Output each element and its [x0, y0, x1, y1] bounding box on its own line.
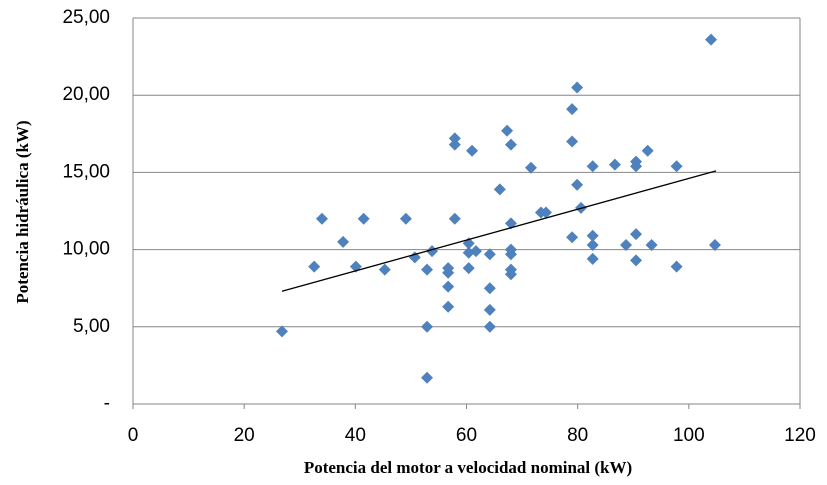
point	[442, 280, 455, 293]
point	[442, 266, 455, 279]
x-tick-label: 20	[234, 425, 255, 446]
point	[408, 251, 421, 264]
x-axis-title: Potencia del motor a velocidad nominal (…	[304, 458, 632, 477]
point	[571, 81, 584, 94]
point	[466, 144, 479, 157]
point	[421, 371, 434, 384]
point	[421, 320, 434, 333]
point	[630, 228, 643, 241]
point	[586, 160, 599, 173]
point	[645, 238, 658, 251]
y-tick-label: 15,00	[62, 161, 110, 182]
point	[670, 260, 683, 273]
y-tick-label: 20,00	[62, 84, 110, 105]
point	[421, 263, 434, 276]
point	[483, 303, 496, 316]
point	[275, 325, 288, 338]
point	[705, 33, 718, 46]
point	[670, 160, 683, 173]
point	[566, 135, 579, 148]
point	[501, 124, 514, 137]
point	[357, 212, 370, 225]
y-axis-title: Potencia hidráulica (kW)	[13, 120, 32, 303]
point	[462, 262, 475, 275]
point	[586, 238, 599, 251]
point	[571, 178, 584, 191]
point	[504, 248, 517, 261]
point	[524, 161, 537, 174]
point	[469, 245, 482, 258]
point	[308, 260, 321, 273]
y-tick-label: -	[104, 393, 110, 414]
y-tick-label: 5,00	[73, 316, 110, 337]
trendline	[281, 170, 717, 292]
point	[708, 238, 721, 251]
point	[337, 235, 350, 248]
x-tick-label: 100	[673, 425, 705, 446]
x-tick-label: 80	[567, 425, 588, 446]
point	[630, 160, 643, 173]
point	[504, 268, 517, 281]
point	[493, 183, 506, 196]
point	[641, 144, 654, 157]
point	[399, 212, 412, 225]
y-tick-label: 25,00	[62, 7, 110, 28]
x-tick-label: 40	[345, 425, 366, 446]
point	[483, 320, 496, 333]
point	[378, 263, 391, 276]
point	[539, 206, 552, 219]
point	[586, 252, 599, 265]
point	[448, 212, 461, 225]
point	[448, 132, 461, 145]
point	[608, 158, 621, 171]
point	[483, 282, 496, 295]
x-tick-label: 60	[456, 425, 477, 446]
x-tick-label: 0	[128, 425, 139, 446]
point	[566, 103, 579, 116]
point	[483, 248, 496, 261]
x-tick-label: 120	[784, 425, 816, 446]
point	[620, 238, 633, 251]
point	[630, 254, 643, 267]
point	[504, 138, 517, 151]
point	[426, 245, 439, 258]
y-tick-label: 10,00	[62, 239, 110, 260]
point	[586, 229, 599, 242]
point	[448, 138, 461, 151]
point	[566, 231, 579, 244]
point	[442, 300, 455, 313]
point	[315, 212, 328, 225]
